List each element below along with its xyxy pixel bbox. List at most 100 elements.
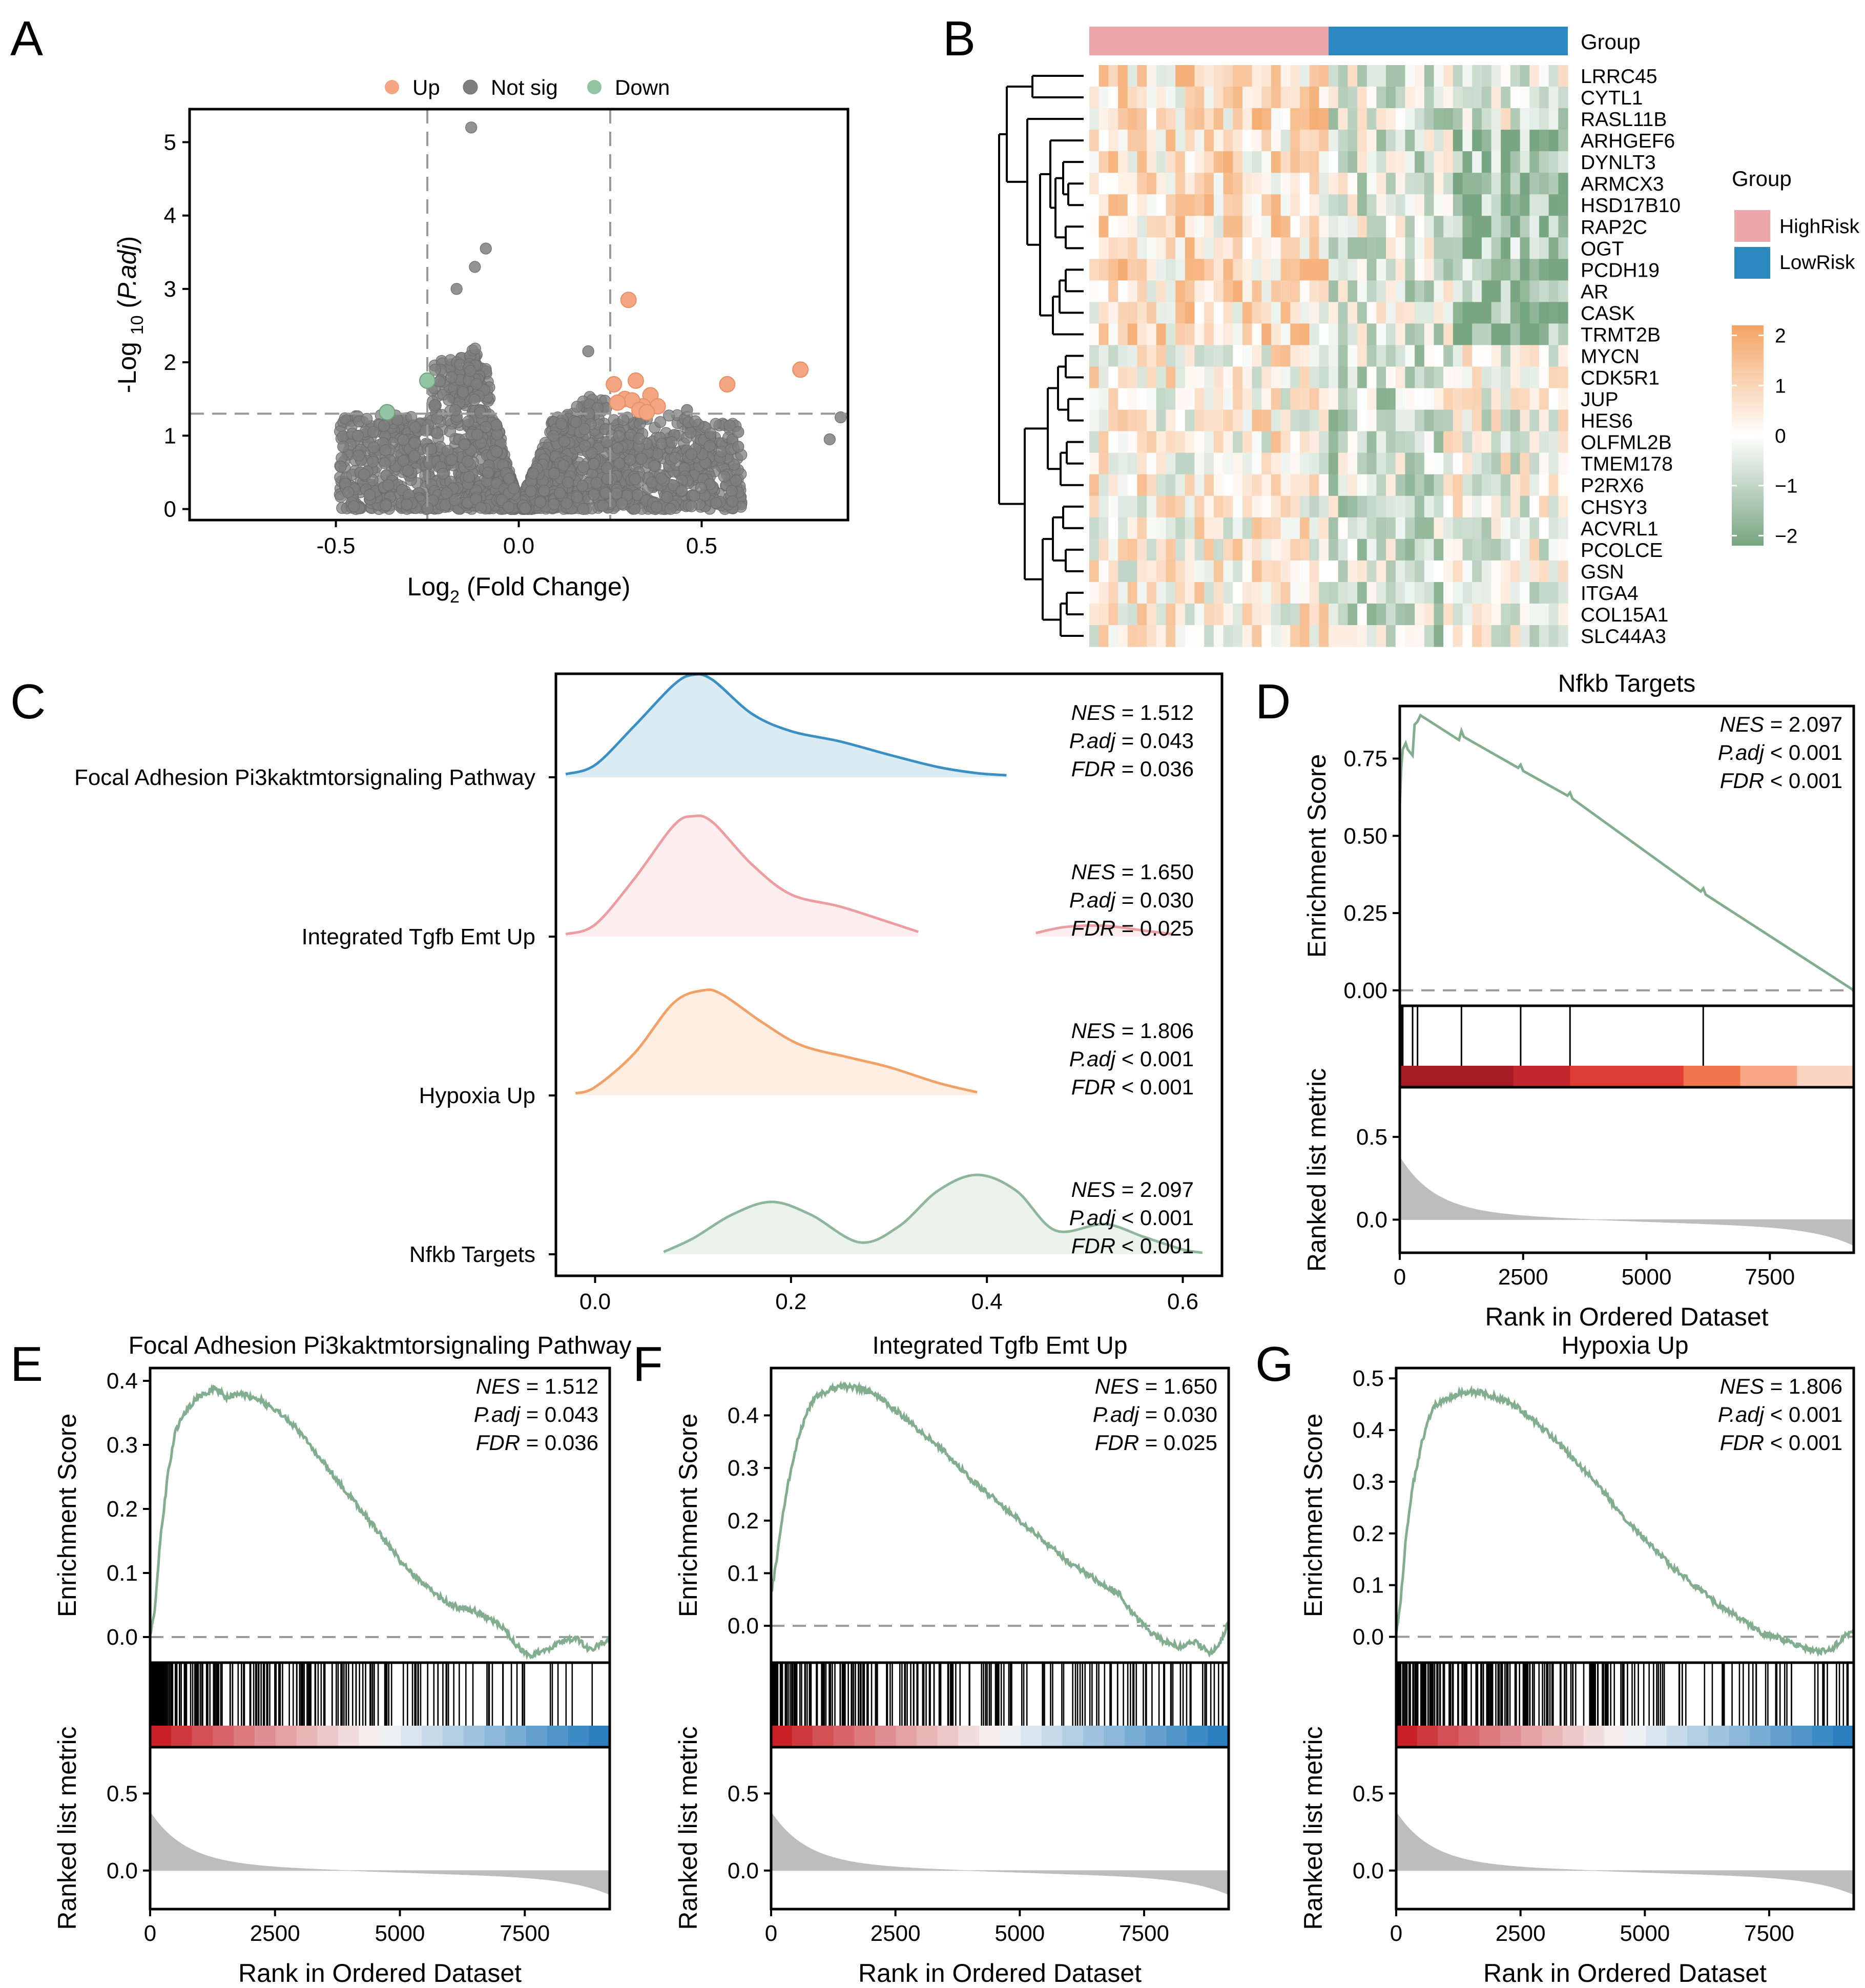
notsig-point: [557, 459, 570, 471]
heatmap-cell: [1290, 259, 1300, 281]
heatmap-cell: [1462, 366, 1473, 389]
y-tick-label: 5: [164, 130, 176, 155]
heatmap-cell: [1329, 431, 1339, 453]
stat-text: NES = 1.512: [1071, 700, 1194, 724]
heatmap-cell: [1271, 366, 1281, 389]
heatmap-cell: [1386, 345, 1396, 367]
heatmap-cell: [1233, 366, 1243, 389]
heatmap-cell: [1309, 560, 1319, 583]
heatmap-cell: [1366, 87, 1377, 109]
y-tick-label: 0.0: [1353, 1858, 1384, 1883]
heatmap-cell: [1329, 237, 1339, 259]
heatmap-cell: [1376, 582, 1386, 604]
stat-value: < 0.001: [1764, 740, 1842, 764]
heatmap-cell: [1290, 345, 1300, 367]
heatmap-cell: [1405, 108, 1415, 130]
heatmap-cell: [1108, 173, 1118, 195]
y-tick-label: 0.0: [728, 1858, 759, 1883]
x-tick-label: 0.2: [775, 1289, 806, 1314]
heatmap-cell: [1348, 130, 1358, 152]
heatmap-cell: [1501, 108, 1511, 130]
notsig-point: [710, 497, 722, 509]
heatmap-cell: [1434, 280, 1444, 303]
ranked-metric-area: [771, 1811, 1229, 1895]
heatmap-cell: [1424, 173, 1435, 195]
heatmap-cell: [1481, 87, 1492, 109]
heatmap-cell: [1453, 560, 1463, 583]
heatmap-cell: [1366, 603, 1377, 626]
heatmap-cell: [1472, 130, 1482, 152]
heatmap-cell: [1166, 388, 1176, 410]
x-label-rest: (Fold Change): [460, 572, 631, 601]
group-bar-lowrisk: [1329, 27, 1568, 55]
heatmap-cell: [1185, 259, 1195, 281]
notsig-point: [443, 394, 455, 406]
heatmap-cell: [1558, 625, 1568, 647]
heatmap-cell: [1434, 517, 1444, 540]
heatmap-cell: [1338, 409, 1348, 432]
heatmap-cell: [1147, 87, 1157, 109]
heatmap-cell: [1424, 409, 1435, 432]
heatmap-cell: [1501, 539, 1511, 561]
heatmap-cell: [1443, 474, 1454, 496]
heatmap-cell: [1204, 216, 1214, 238]
heatmap-cell: [1386, 259, 1396, 281]
heatmap-cell: [1099, 474, 1109, 496]
heatmap-cell: [1108, 237, 1118, 259]
heatmap-cell: [1558, 517, 1568, 540]
heatmap-cell: [1348, 151, 1358, 173]
heatmap-cell: [1213, 625, 1224, 647]
notsig-point: [611, 442, 624, 454]
stat-value: = 1.512: [1115, 700, 1194, 724]
heatmap-cell: [1299, 560, 1310, 583]
heatmap-cell: [1520, 151, 1530, 173]
heatmap-cell: [1539, 259, 1549, 281]
heatmap-cell: [1309, 280, 1319, 303]
heatmap-cell: [1405, 452, 1415, 475]
heatmap-cell: [1558, 431, 1568, 453]
heatmap-cell: [1233, 151, 1243, 173]
notsig-point: [548, 498, 560, 510]
heatmap-cell: [1338, 173, 1348, 195]
heatmap-cell: [1185, 194, 1195, 216]
heatmap-cell: [1099, 560, 1109, 583]
notsig-point: [547, 430, 560, 442]
heatmap-cell: [1510, 625, 1521, 647]
notsig-point: [379, 444, 391, 457]
heatmap-cell: [1099, 173, 1109, 195]
gene-label: COL15A1: [1581, 604, 1668, 626]
heatmap-cell: [1443, 108, 1454, 130]
heatmap-cell: [1520, 366, 1530, 389]
heatmap-cell: [1194, 560, 1205, 583]
strip-segment: [1479, 1726, 1501, 1747]
heatmap-cell: [1529, 366, 1540, 389]
heatmap-cell: [1118, 280, 1128, 303]
heatmap-cell: [1329, 173, 1339, 195]
stat-key: FDR: [1071, 1234, 1115, 1258]
strip-segment: [1562, 1726, 1584, 1747]
heatmap-cell: [1204, 130, 1214, 152]
gene-label: CYTL1: [1581, 87, 1643, 109]
heatmap-cell: [1520, 388, 1530, 410]
heatmap-cell: [1472, 603, 1482, 626]
heatmap-cell: [1280, 495, 1291, 518]
heatmap-cell: [1529, 345, 1540, 367]
heatmap-cell: [1309, 323, 1319, 346]
heatmap-cell: [1280, 431, 1291, 453]
heatmap-cell: [1156, 539, 1167, 561]
heatmap-cell: [1539, 323, 1549, 346]
heatmap-cell: [1472, 237, 1482, 259]
stat-value: < 0.001: [1764, 1431, 1842, 1455]
heatmap-cell: [1415, 345, 1425, 367]
heatmap-cell: [1185, 366, 1195, 389]
heatmap-cell: [1520, 130, 1530, 152]
heatmap-cell: [1213, 431, 1224, 453]
heatmap-cell: [1213, 517, 1224, 540]
stat-key: P.adj: [1718, 740, 1765, 764]
heatmap-cell: [1338, 474, 1348, 496]
heatmap-cell: [1366, 323, 1377, 346]
notsig-point: [553, 487, 566, 500]
y-tick-label: 0.5: [1353, 1366, 1384, 1391]
heatmap-cell: [1453, 151, 1463, 173]
heatmap-cell: [1147, 495, 1157, 518]
